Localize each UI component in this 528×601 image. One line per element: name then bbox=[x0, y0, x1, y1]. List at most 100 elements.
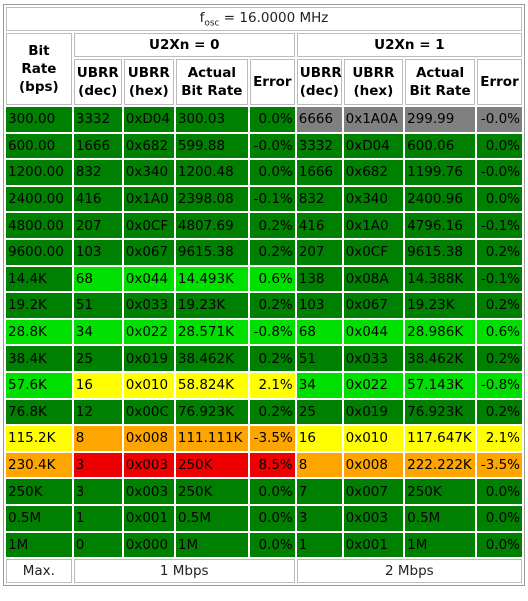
value-cell: 2398.08 bbox=[175, 186, 248, 212]
value-cell: 0x1A0A bbox=[343, 107, 404, 132]
rate-header: Bit Rate (bps) bbox=[6, 33, 72, 105]
table-head: fosc = 16.0000 MHz Bit Rate (bps) U2Xn = … bbox=[6, 7, 522, 105]
rate-cell: 115.2K bbox=[6, 426, 72, 451]
value-cell: 300.03 bbox=[175, 107, 248, 132]
value-cell: 0x067 bbox=[123, 239, 174, 265]
error-cell: 0.0% bbox=[249, 479, 295, 504]
rate-cell: 1M bbox=[6, 532, 72, 558]
title: f bbox=[199, 9, 205, 26]
value-cell: 7 bbox=[296, 479, 342, 504]
rate-cell: 230.4K bbox=[6, 452, 72, 478]
value-cell: 0.5M bbox=[405, 505, 476, 531]
error-cell: 2.1% bbox=[249, 372, 295, 398]
value-cell: 0x003 bbox=[343, 505, 404, 531]
value-cell: 9615.38 bbox=[405, 239, 476, 265]
error-cell: 0.2% bbox=[249, 239, 295, 265]
value-cell: 0x067 bbox=[343, 293, 404, 318]
value-cell: 51 bbox=[296, 346, 342, 371]
value-cell: 6666 bbox=[296, 107, 342, 132]
value-cell: 0x00C bbox=[123, 399, 174, 425]
error-cell: 0.0% bbox=[249, 532, 295, 558]
value-cell: 0x019 bbox=[123, 346, 174, 371]
table-body: 300.00 3332 0xD04 300.03 0.0% 6666 0x1A0A 299.9… bbox=[6, 107, 522, 558]
data-row: 28.8K 34 0x022 28.571K -0.8% 68 0x044 28.986K 0.… bbox=[6, 319, 522, 345]
value-cell: 111.111K bbox=[175, 426, 248, 451]
value-cell: 0x010 bbox=[343, 426, 404, 451]
column-header: UBRR (dec) bbox=[73, 59, 122, 105]
error-cell: -0.8% bbox=[249, 319, 295, 345]
error-cell: -0.0% bbox=[477, 160, 522, 185]
error-cell: -3.5% bbox=[249, 426, 295, 451]
value-cell: 0x008 bbox=[343, 452, 404, 478]
value-cell: 0x044 bbox=[123, 266, 174, 292]
value-cell: 38.462K bbox=[175, 346, 248, 371]
data-row: 1200.00 832 0x340 1200.48 0.0% 1666 0x682 1199.… bbox=[6, 160, 522, 185]
error-cell: 0.0% bbox=[249, 505, 295, 531]
error-cell: 0.0% bbox=[249, 160, 295, 185]
value-cell: 2400.96 bbox=[405, 186, 476, 212]
value-cell: 16 bbox=[296, 426, 342, 451]
value-cell: 3 bbox=[296, 505, 342, 531]
value-cell: 9615.38 bbox=[175, 239, 248, 265]
value-cell: 76.923K bbox=[405, 399, 476, 425]
value-cell: 8 bbox=[73, 426, 122, 451]
column-header: UBRR (hex) bbox=[123, 59, 174, 105]
rate-cell: 600.00 bbox=[6, 133, 72, 159]
value-cell: 68 bbox=[296, 319, 342, 345]
rate-cell: 0.5M bbox=[6, 505, 72, 531]
title-sub: osc bbox=[204, 18, 220, 29]
value-cell: 0xD04 bbox=[123, 107, 174, 132]
value-cell: 25 bbox=[73, 346, 122, 371]
value-cell: 34 bbox=[73, 319, 122, 345]
value-cell: 57.143K bbox=[405, 372, 476, 398]
error-cell: -0.1% bbox=[477, 266, 522, 292]
value-cell: 4796.16 bbox=[405, 213, 476, 238]
title-cell: fosc = 16.0000 MHz bbox=[6, 7, 522, 31]
error-cell: 0.0% bbox=[477, 479, 522, 504]
value-cell: 19.23K bbox=[175, 293, 248, 318]
value-cell: 0x007 bbox=[343, 479, 404, 504]
value-cell: 0x682 bbox=[123, 133, 174, 159]
data-row: 38.4K 25 0x019 38.462K 0.2% 51 0x033 38.462K 0.2… bbox=[6, 346, 522, 371]
rate-cell: 300.00 bbox=[6, 107, 72, 132]
value-cell: 0x033 bbox=[123, 293, 174, 318]
rate-cell: 9600.00 bbox=[6, 239, 72, 265]
value-cell: 19.23K bbox=[405, 293, 476, 318]
value-cell: 0x010 bbox=[123, 372, 174, 398]
error-cell: 0.2% bbox=[249, 399, 295, 425]
value-cell: 0x0CF bbox=[343, 239, 404, 265]
error-cell: 0.2% bbox=[249, 346, 295, 371]
data-row: 19.2K 51 0x033 19.23K 0.2% 103 0x067 19.23K 0.2% bbox=[6, 293, 522, 318]
value-cell: 250K bbox=[175, 479, 248, 504]
value-cell: 138 bbox=[296, 266, 342, 292]
value-cell: 0.5M bbox=[175, 505, 248, 531]
rate-cell: 14.4K bbox=[6, 266, 72, 292]
value-cell: 1666 bbox=[73, 133, 122, 159]
footer-value: 1 Mbps bbox=[73, 559, 295, 584]
value-cell: 12 bbox=[73, 399, 122, 425]
table-foot: Max. 1 Mbps 2 Mbps bbox=[6, 559, 522, 584]
footer-value: 2 Mbps bbox=[296, 559, 522, 584]
error-cell: -0.1% bbox=[249, 186, 295, 212]
column-header: UBRR (hex) bbox=[343, 59, 404, 105]
rate-cell: 28.8K bbox=[6, 319, 72, 345]
value-cell: 250K bbox=[175, 452, 248, 478]
value-cell: 0x022 bbox=[343, 372, 404, 398]
value-cell: 103 bbox=[296, 293, 342, 318]
value-cell: 207 bbox=[73, 213, 122, 238]
value-cell: 51 bbox=[73, 293, 122, 318]
baud-table: fosc = 16.0000 MHz Bit Rate (bps) U2Xn = … bbox=[3, 4, 525, 587]
rate-cell: 250K bbox=[6, 479, 72, 504]
error-cell: -0.1% bbox=[477, 213, 522, 238]
value-cell: 299.99 bbox=[405, 107, 476, 132]
value-cell: 28.571K bbox=[175, 319, 248, 345]
value-cell: 0 bbox=[73, 532, 122, 558]
data-row: 9600.00 103 0x067 9615.38 0.2% 207 0x0CF 9615.3… bbox=[6, 239, 522, 265]
error-cell: -0.0% bbox=[477, 107, 522, 132]
footer-row: Max. 1 Mbps 2 Mbps bbox=[6, 559, 522, 584]
value-cell: 0x001 bbox=[123, 505, 174, 531]
value-cell: 0x340 bbox=[123, 160, 174, 185]
value-cell: 117.647K bbox=[405, 426, 476, 451]
value-cell: 25 bbox=[296, 399, 342, 425]
value-cell: 1666 bbox=[296, 160, 342, 185]
